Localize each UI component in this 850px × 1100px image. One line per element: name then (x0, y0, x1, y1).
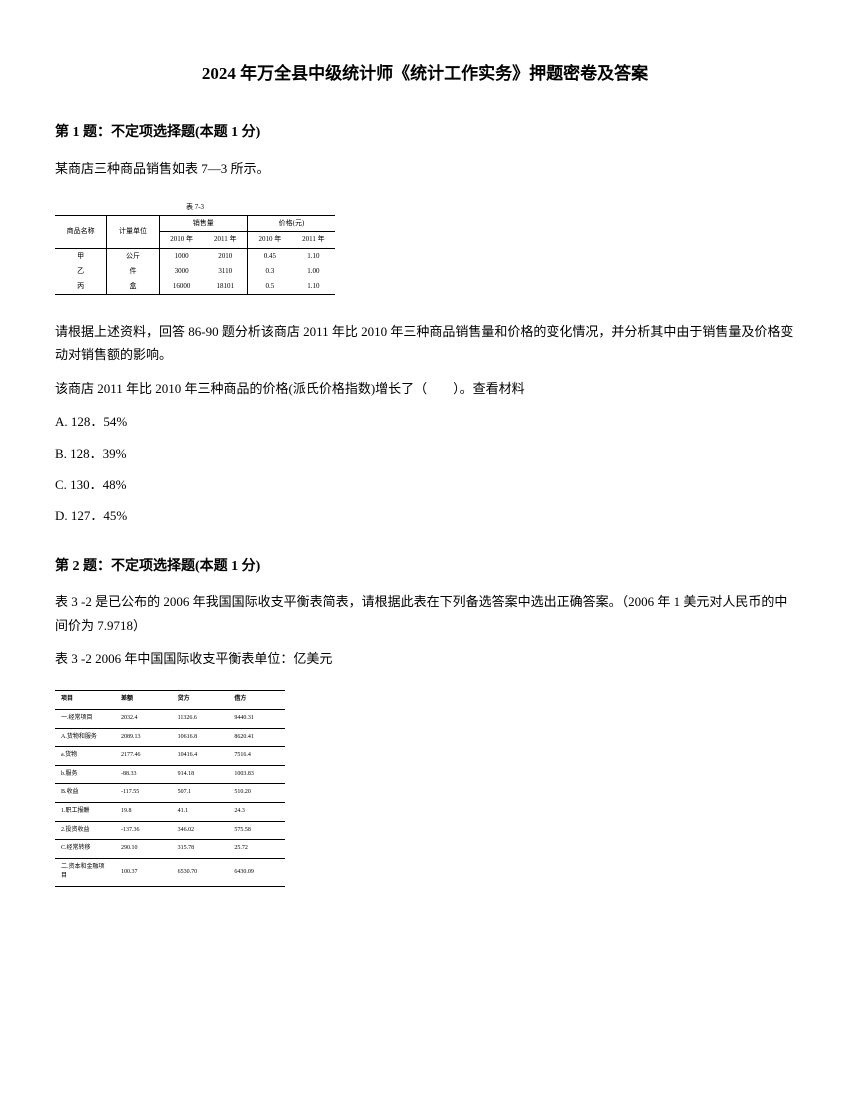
table-cell: -117.55 (115, 784, 172, 803)
table-cell: 0.45 (247, 248, 291, 264)
q1-option-d: D. 127．45% (55, 504, 795, 527)
q2-th-credit: 贷方 (172, 691, 229, 710)
table-cell: 290.10 (115, 840, 172, 859)
q1-th-2011b: 2011 年 (292, 232, 335, 248)
table-cell: 0.3 (247, 264, 291, 279)
table-cell: 2089.13 (115, 728, 172, 747)
q2-header: 第 2 题：不定项选择题(本题 1 分) (55, 556, 795, 578)
table-cell: 公斤 (107, 248, 159, 264)
table-cell: 510.20 (228, 784, 285, 803)
q1-header: 第 1 题：不定项选择题(本题 1 分) (55, 122, 795, 144)
table-cell: -137.36 (115, 821, 172, 840)
table-cell: 1.职工报酬 (55, 802, 115, 821)
table-cell: 507.1 (172, 784, 229, 803)
table-cell: 6530.70 (172, 858, 229, 886)
q1-question: 该商店 2011 年比 2010 年三种商品的价格(派氏价格指数)增长了（ ）。… (55, 377, 795, 400)
table-cell: 1.10 (292, 279, 335, 295)
table-cell: 件 (107, 264, 159, 279)
q1-option-c: C. 130．48% (55, 473, 795, 496)
q2-th-diff: 差额 (115, 691, 172, 710)
table-cell: a.货物 (55, 747, 115, 766)
q1-table: 表 7-3 商品名称 计量单位 销售量 价格(元) 2010 年 2011 年 … (55, 200, 335, 295)
table-cell: 1.10 (292, 248, 335, 264)
table-cell: A.货物和服务 (55, 728, 115, 747)
table-cell: 8620.41 (228, 728, 285, 747)
q1-th-2010a: 2010 年 (159, 232, 203, 248)
table-cell: 丙 (55, 279, 107, 295)
q1-table-container: 表 7-3 商品名称 计量单位 销售量 价格(元) 2010 年 2011 年 … (55, 200, 795, 295)
q2-table-container: 项目 差额 贷方 借方 一.经常项目2032.411326.69440.31 A… (55, 690, 795, 887)
table-cell: 3110 (203, 264, 247, 279)
table-cell: 25.72 (228, 840, 285, 859)
q2-table: 项目 差额 贷方 借方 一.经常项目2032.411326.69440.31 A… (55, 690, 285, 887)
q1-th-sales: 销售量 (159, 216, 247, 232)
table-cell: 9440.31 (228, 709, 285, 728)
table-cell: 18101 (203, 279, 247, 295)
q1-th-name: 商品名称 (55, 216, 107, 248)
q1-th-unit: 计量单位 (107, 216, 159, 248)
q1-th-price: 价格(元) (247, 216, 335, 232)
q1-option-b: B. 128．39% (55, 442, 795, 465)
table-cell: 346.02 (172, 821, 229, 840)
table-cell: 乙 (55, 264, 107, 279)
table-cell: b.服务 (55, 765, 115, 784)
table-cell: 3000 (159, 264, 203, 279)
table-cell: 2010 (203, 248, 247, 264)
table-cell: 0.5 (247, 279, 291, 295)
table-cell: 1000 (159, 248, 203, 264)
table-cell: 7516.4 (228, 747, 285, 766)
table-cell: 2.投资收益 (55, 821, 115, 840)
table-cell: 19.8 (115, 802, 172, 821)
table-cell: -88.33 (115, 765, 172, 784)
table-cell: 1003.83 (228, 765, 285, 784)
table-cell: 10416.4 (172, 747, 229, 766)
table-cell: 24.3 (228, 802, 285, 821)
table-cell: 二.资本和金融项目 (55, 858, 115, 886)
table-cell: 1.00 (292, 264, 335, 279)
q1-table-caption: 表 7-3 (55, 200, 335, 216)
q1-context: 请根据上述资料，回答 86-90 题分析该商店 2011 年比 2010 年三种… (55, 320, 795, 367)
table-cell: 甲 (55, 248, 107, 264)
q1-option-a: A. 128．54% (55, 410, 795, 433)
q2-th-debit: 借方 (228, 691, 285, 710)
q2-th-item: 项目 (55, 691, 115, 710)
table-cell: 2032.4 (115, 709, 172, 728)
q2-intro: 表 3 -2 是已公布的 2006 年我国国际收支平衡表简表，请根据此表在下列备… (55, 590, 795, 637)
table-cell: 盒 (107, 279, 159, 295)
table-cell: 315.78 (172, 840, 229, 859)
table-cell: 6430.09 (228, 858, 285, 886)
q2-caption: 表 3 -2 2006 年中国国际收支平衡表单位：亿美元 (55, 647, 795, 670)
table-cell: 2177.46 (115, 747, 172, 766)
table-cell: B.收益 (55, 784, 115, 803)
table-cell: 575.58 (228, 821, 285, 840)
q1-intro: 某商店三种商品销售如表 7—3 所示。 (55, 157, 795, 180)
table-cell: 100.37 (115, 858, 172, 886)
table-cell: 10616.8 (172, 728, 229, 747)
table-cell: 914.18 (172, 765, 229, 784)
q1-th-2010b: 2010 年 (247, 232, 291, 248)
q1-th-2011a: 2011 年 (203, 232, 247, 248)
table-cell: 41.1 (172, 802, 229, 821)
table-cell: 一.经常项目 (55, 709, 115, 728)
document-title: 2024 年万全县中级统计师《统计工作实务》押题密卷及答案 (55, 60, 795, 87)
table-cell: 16000 (159, 279, 203, 295)
table-cell: 11326.6 (172, 709, 229, 728)
table-cell: C.经常转移 (55, 840, 115, 859)
